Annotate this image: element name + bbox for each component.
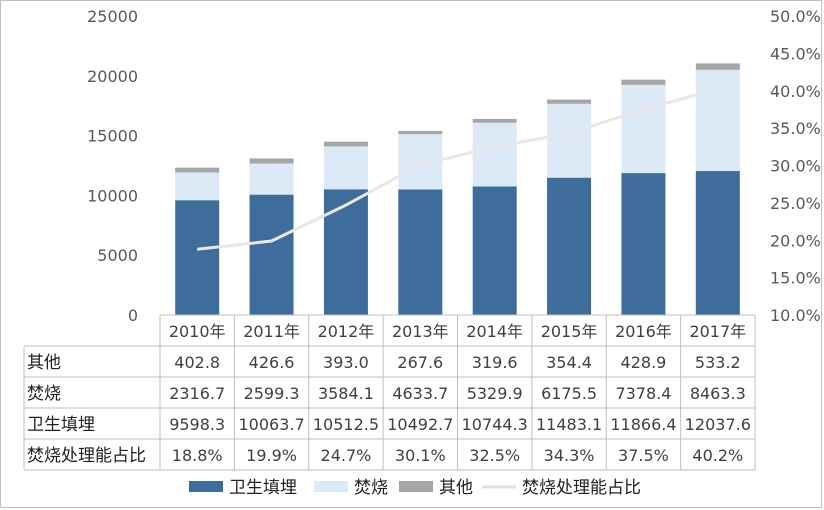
y-tick-label: 15000: [87, 127, 138, 146]
data-label: 426.6: [249, 353, 295, 372]
data-label: 34.3%: [544, 446, 595, 465]
y2-tick-label: 35.0%: [770, 119, 821, 138]
bar-1-1: [249, 163, 294, 195]
legend-swatch: [314, 481, 348, 492]
row-label: 焚烧处理能占比: [27, 446, 146, 466]
data-label: 37.5%: [618, 446, 669, 465]
bar-0-5: [547, 177, 592, 315]
y2-tick-label: 10.0%: [770, 306, 821, 325]
bar-2-3: [398, 130, 443, 135]
bar-1-4: [472, 122, 517, 187]
bar-1-0: [175, 172, 220, 201]
category-label: 2010年: [169, 322, 226, 341]
bar-2-7: [695, 63, 740, 70]
data-label: 18.8%: [172, 446, 223, 465]
bar-0-2: [323, 189, 368, 315]
y2-tick-label: 25.0%: [770, 194, 821, 213]
bar-1-7: [695, 69, 740, 172]
data-label: 6175.5: [541, 384, 597, 403]
data-label: 267.6: [397, 353, 443, 372]
legend-label: 焚烧: [354, 478, 388, 498]
data-label: 319.6: [472, 353, 518, 372]
data-label: 354.4: [546, 353, 592, 372]
data-label: 24.7%: [321, 446, 372, 465]
bar-1-6: [621, 84, 666, 174]
data-label: 428.9: [621, 353, 667, 372]
y2-tick-label: 50.0%: [770, 7, 821, 26]
legend-label: 焚烧处理能占比: [522, 478, 641, 498]
y-tick-label: 5000: [97, 246, 138, 265]
data-label: 10744.3: [462, 415, 528, 434]
data-label: 11866.4: [610, 415, 676, 434]
legend-swatch: [399, 481, 433, 492]
data-label: 11483.1: [536, 415, 602, 434]
data-label: 3584.1: [318, 384, 374, 403]
data-label: 402.8: [174, 353, 220, 372]
bar-2-5: [547, 99, 592, 104]
data-label: 7378.4: [615, 384, 671, 403]
data-label: 30.1%: [395, 446, 446, 465]
category-label: 2011年: [243, 322, 300, 341]
y2-tick-label: 45.0%: [770, 44, 821, 63]
bar-0-0: [175, 200, 220, 315]
row-label: 焚烧: [27, 384, 61, 404]
y2-tick-label: 30.0%: [770, 157, 821, 176]
row-label: 其他: [27, 353, 61, 373]
data-label: 2599.3: [244, 384, 300, 403]
data-label: 2316.7: [169, 384, 225, 403]
bar-0-6: [621, 173, 666, 315]
y-tick-label: 25000: [87, 7, 138, 26]
legend-swatch: [189, 481, 223, 492]
right-y-axis: 10.0% 15.0% 20.0% 25.0% 30.0% 35.0% 40.0% 45.0%…: [770, 7, 821, 325]
data-label: 533.2: [695, 353, 741, 372]
bar-2-1: [249, 158, 294, 164]
data-label: 40.2%: [692, 446, 743, 465]
bar-1-2: [323, 146, 368, 190]
y-tick-label: 10000: [87, 186, 138, 205]
bar-0-7: [695, 171, 740, 315]
data-label: 32.5%: [469, 446, 520, 465]
category-label: 2016年: [615, 322, 672, 341]
line-series-0: [197, 87, 719, 251]
y-tick-label: 0: [128, 306, 138, 325]
y2-tick-label: 15.0%: [770, 269, 821, 288]
bar-2-0: [175, 167, 220, 173]
bar-2-6: [621, 79, 666, 85]
legend-label: 其他: [439, 478, 473, 498]
data-label: 393.0: [323, 353, 369, 372]
data-table: 2010年 2011年 2012年 2013年 2014年 2015年 2016年 2017年…: [23, 314, 756, 471]
y2-tick-label: 20.0%: [770, 231, 821, 250]
bar-0-1: [249, 194, 294, 315]
legend-label: 卫生填埋: [229, 478, 297, 498]
data-label: 8463.3: [690, 384, 746, 403]
data-label: 19.9%: [246, 446, 297, 465]
left-y-axis: 0 5000 10000 15000 20000 25000: [87, 7, 138, 325]
category-label: 2017年: [689, 322, 746, 341]
data-label: 10512.5: [313, 415, 379, 434]
y-tick-label: 20000: [87, 67, 138, 86]
bar-1-5: [547, 103, 592, 178]
bar-0-3: [398, 189, 443, 315]
data-label: 5329.9: [467, 384, 523, 403]
category-label: 2014年: [466, 322, 523, 341]
data-label: 9598.3: [169, 415, 225, 434]
y2-tick-label: 40.0%: [770, 82, 821, 101]
data-label: 10063.7: [238, 415, 304, 434]
row-label: 卫生填埋: [27, 415, 95, 435]
data-label: 12037.6: [685, 415, 751, 434]
bar-0-4: [472, 186, 517, 315]
data-label: 10492.7: [387, 415, 453, 434]
legend: 卫生填埋 焚烧 其他 焚烧处理能占比: [189, 478, 641, 498]
bar-2-4: [472, 118, 517, 123]
bar-2-2: [323, 141, 368, 147]
category-label: 2013年: [392, 322, 449, 341]
plot-area: [175, 63, 740, 315]
category-label: 2012年: [318, 322, 375, 341]
category-label: 2015年: [541, 322, 598, 341]
data-label: 4633.7: [392, 384, 448, 403]
